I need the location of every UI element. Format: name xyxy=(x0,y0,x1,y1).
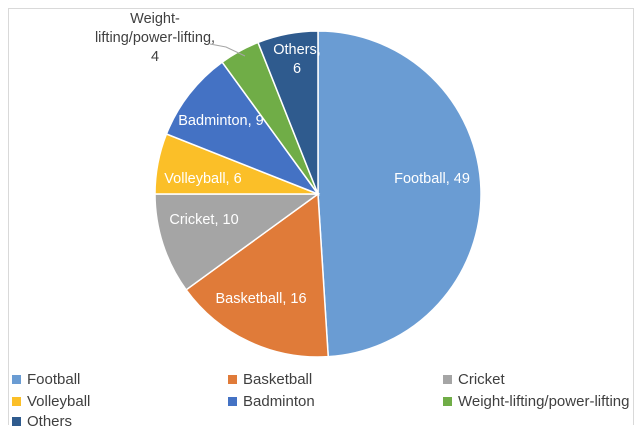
data-label-badminton: Badminton, 9 xyxy=(178,113,263,129)
legend-label: Football xyxy=(27,370,81,388)
data-label-others: Others, 6 xyxy=(273,42,321,77)
pie-slice-others xyxy=(257,30,319,195)
pie-slice-football xyxy=(317,30,482,358)
legend-item-others: Others xyxy=(12,411,72,431)
data-label-volleyball: Volleyball, 6 xyxy=(164,171,241,187)
legend-label: Cricket xyxy=(458,370,505,388)
data-label-football: Football, 49 xyxy=(394,171,470,187)
legend-label: Volleyball xyxy=(27,392,91,410)
data-label-weight-lifting-power-lifting: Weight-lifting/power-lifting, 4 xyxy=(95,11,215,65)
legend-swatch xyxy=(228,374,237,384)
legend-swatch xyxy=(12,416,21,426)
legend-label: Badminton xyxy=(243,392,315,410)
data-label-basketball: Basketball, 16 xyxy=(215,291,306,307)
legend-swatch xyxy=(443,374,452,384)
legend-item-football: Football xyxy=(12,369,80,389)
legend-swatch xyxy=(12,374,21,384)
legend-item-badminton: Badminton xyxy=(228,391,315,411)
legend-label: Weight-lifting/power-lifting xyxy=(458,392,630,410)
legend-item-basketball: Basketball xyxy=(228,369,312,389)
pie-slice-cricket xyxy=(154,193,321,291)
legend-label: Others xyxy=(27,412,73,430)
leader-line-weight-lifting-power-lifting xyxy=(209,43,246,57)
data-label-cricket: Cricket, 10 xyxy=(169,212,238,228)
legend-item-cricket: Cricket xyxy=(443,369,505,389)
legend-swatch xyxy=(443,396,452,406)
legend-item-weight-lifting-power-lifting: Weight-lifting/power-lifting xyxy=(443,391,629,411)
pie-slice-basketball xyxy=(185,192,330,358)
legend-item-volleyball: Volleyball xyxy=(12,391,90,411)
legend-swatch xyxy=(228,396,237,406)
pie-slice-badminton xyxy=(165,61,321,196)
legend-label: Basketball xyxy=(243,370,313,388)
legend-swatch xyxy=(12,396,21,406)
